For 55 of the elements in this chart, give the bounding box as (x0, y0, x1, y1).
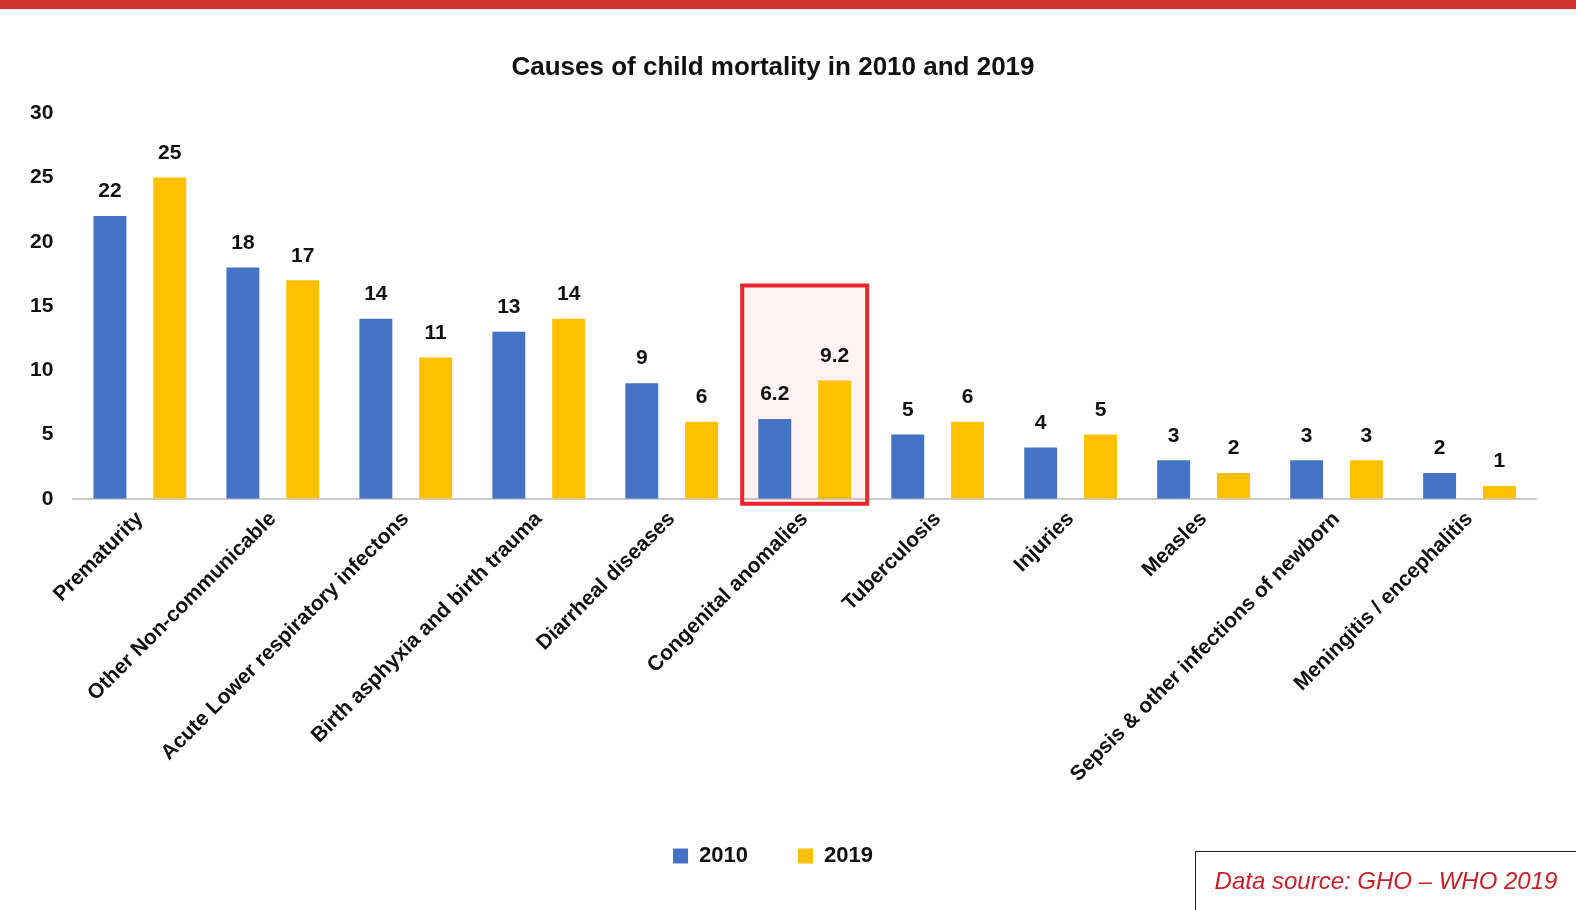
bar (1157, 460, 1191, 499)
bar (492, 331, 526, 499)
bar (758, 419, 792, 499)
bar (153, 177, 187, 499)
chart-title: Causes of child mortality in 2010 and 2019 (511, 50, 1035, 81)
bar (552, 318, 586, 499)
data-label: 17 (291, 242, 315, 266)
bar (286, 280, 320, 499)
y-tick-label: 20 (30, 228, 54, 252)
legend-label: 2019 (824, 842, 873, 868)
data-label: 6.2 (760, 381, 790, 405)
bar (1423, 473, 1457, 499)
bar (951, 421, 985, 499)
y-tick-label: 0 (41, 485, 54, 509)
data-label: 9.2 (820, 342, 850, 366)
bar (1024, 447, 1058, 499)
data-label: 14 (556, 281, 581, 305)
bar (419, 357, 453, 499)
y-tick-label: 15 (30, 292, 54, 316)
bar (1350, 460, 1383, 499)
bar (359, 318, 393, 499)
data-label: 4 (1034, 409, 1047, 433)
data-label: 11 (424, 319, 448, 343)
data-label: 1 (1493, 448, 1506, 472)
bar (685, 421, 719, 499)
bar (818, 380, 852, 499)
bar (1217, 473, 1250, 499)
data-label: 5 (901, 396, 914, 420)
y-tick-label: 10 (30, 357, 54, 381)
data-label: 2 (1227, 435, 1240, 459)
data-label: 2 (1433, 435, 1446, 459)
data-label: 13 (497, 294, 521, 318)
data-label: 22 (98, 178, 122, 202)
y-tick-label: 5 (41, 421, 54, 445)
bar (1290, 460, 1324, 499)
source-note: Data source: GHO – WHO 2019 (1195, 851, 1576, 910)
data-label: 3 (1360, 422, 1373, 446)
data-label: 9 (635, 345, 648, 369)
data-label: 25 (158, 139, 182, 163)
bar (93, 216, 127, 499)
data-label: 6 (695, 383, 708, 407)
data-label: 5 (1094, 396, 1107, 420)
data-label: 3 (1300, 422, 1313, 446)
data-label: 3 (1167, 422, 1180, 446)
legend-label: 2010 (699, 842, 749, 868)
y-tick-label: 30 (30, 100, 54, 123)
bar (891, 434, 925, 499)
bar (226, 267, 260, 499)
bar (1482, 485, 1516, 499)
bar (625, 383, 659, 499)
y-tick-label: 25 (30, 164, 54, 188)
data-label: 18 (231, 229, 255, 253)
data-label: 14 (364, 281, 388, 305)
data-label: 6 (961, 383, 974, 407)
bar (1084, 434, 1117, 499)
